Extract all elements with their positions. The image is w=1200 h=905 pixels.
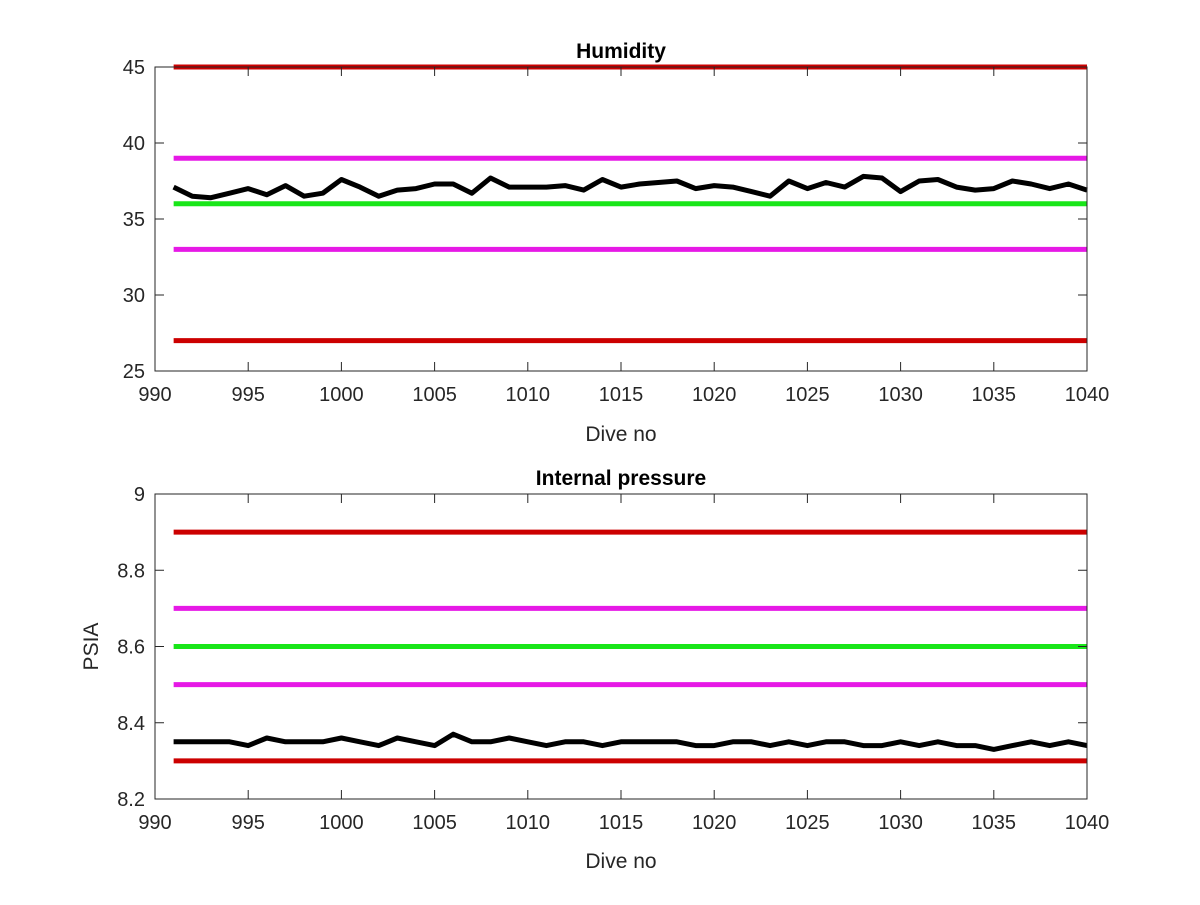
chart-2-y-tick-label: 8.2 xyxy=(117,789,145,811)
chart-1-x-tick-label: 1020 xyxy=(692,384,737,406)
chart-1-x-tick-label: 995 xyxy=(232,384,265,406)
chart-1-x-tick-label: 1030 xyxy=(878,384,923,406)
chart-2-x-tick-label: 1030 xyxy=(878,812,923,834)
chart-2-y-tick-label: 8.6 xyxy=(117,637,145,659)
chart-2-x-tick-label: 1015 xyxy=(599,812,644,834)
chart-1-axes-box xyxy=(154,66,1088,372)
chart-2-x-tick-label: 995 xyxy=(232,812,265,834)
chart-2-x-tick-label: 1000 xyxy=(319,812,364,834)
chart-2-x-tick-label: 1005 xyxy=(412,812,457,834)
chart-2-x-tick-label: 1035 xyxy=(972,812,1017,834)
chart-1-y-tick-label: 30 xyxy=(123,285,145,307)
chart-2-x-tick-label: 1010 xyxy=(506,812,551,834)
chart-2-title: Internal pressure xyxy=(536,467,706,490)
chart-1-x-tick-label: 1010 xyxy=(506,384,551,406)
chart-1-x-axis-label: Dive no xyxy=(585,423,656,446)
chart-1-x-tick-label: 990 xyxy=(138,384,171,406)
chart-1-x-tick-label: 1025 xyxy=(785,384,830,406)
chart-2-x-tick-label: 990 xyxy=(138,812,171,834)
chart-1-y-tick-label: 40 xyxy=(123,133,145,155)
chart-1-x-tick-label: 1040 xyxy=(1065,384,1110,406)
chart-2-x-tick-label: 1040 xyxy=(1065,812,1110,834)
chart-2-y-tick-label: 9 xyxy=(134,484,145,506)
chart-2-series-line-1 xyxy=(173,731,1088,752)
chart-2-x-tick-label: 1020 xyxy=(692,812,737,834)
chart-2-x-tick-label: 1025 xyxy=(785,812,830,834)
chart-1-y-tick-label: 25 xyxy=(123,361,145,383)
chart-1-y-tick-label: 35 xyxy=(123,209,145,231)
chart-1-x-tick-label: 1035 xyxy=(972,384,1017,406)
chart-1-y-tick-label: 45 xyxy=(123,57,145,79)
chart-2-y-axis-label: PSIA xyxy=(80,623,103,671)
chart-2-x-axis-label: Dive no xyxy=(585,850,656,873)
chart-1-title: Humidity xyxy=(576,40,666,63)
chart-1-x-tick-label: 1015 xyxy=(599,384,644,406)
chart-1-x-tick-label: 1005 xyxy=(412,384,457,406)
chart-2-y-tick-label: 8.8 xyxy=(117,560,145,582)
chart-1-x-tick-label: 1000 xyxy=(319,384,364,406)
chart-2-y-tick-label: 8.4 xyxy=(117,713,145,735)
chart-1-series-line-1 xyxy=(172,173,1088,201)
